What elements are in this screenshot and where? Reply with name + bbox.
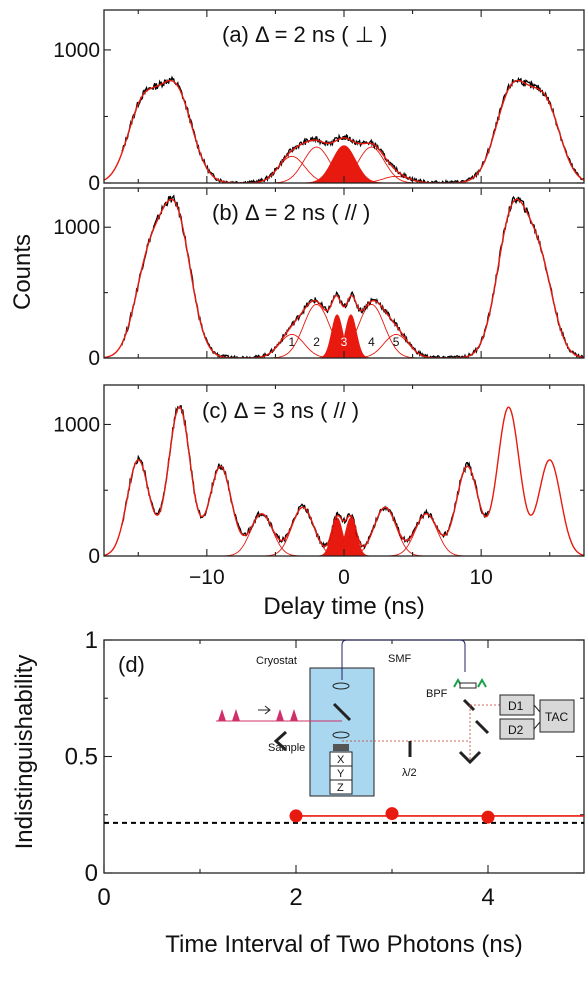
- laser-pulses: [218, 709, 298, 721]
- x-tick-label: 0: [97, 884, 110, 911]
- lens-bottom: [332, 731, 350, 739]
- y-tick-label: 0.5: [65, 744, 98, 771]
- panel-d-plot: [104, 807, 584, 824]
- sample-label: Sample: [268, 742, 305, 754]
- y-axis-label-counts: Counts: [9, 234, 36, 310]
- x-tick-label: 2: [289, 884, 302, 911]
- stage-x-label: X: [337, 754, 345, 766]
- x-tick-label: −10: [189, 566, 225, 589]
- panel-b-axes: 0 1000: [53, 188, 584, 370]
- peak-label-1: 1: [289, 335, 296, 349]
- y-tick-label: 1000: [53, 413, 100, 436]
- stage-y-label: Y: [337, 768, 345, 780]
- data-point: [481, 810, 495, 824]
- wire-d2: [533, 721, 541, 730]
- panel-a-axes: 0 1000: [53, 10, 584, 195]
- data-point: [289, 809, 303, 823]
- bpf-arrow-right-icon: [477, 677, 487, 688]
- panel-d: (d) 0 0.5 1 0 2 4 Cryostat SMF Sample X Y Z: [65, 627, 585, 911]
- fit-sum-line: [104, 406, 584, 556]
- peak-label-3: 3: [341, 335, 348, 349]
- data-point: [385, 807, 399, 821]
- bpf-filter: [459, 682, 477, 689]
- panel-c: (c) Δ = 3 ns ( // ) 0 1000 −10 0 10: [53, 384, 585, 589]
- lens-top: [332, 682, 350, 690]
- panel-c-axes: 0 1000 −10 0 10: [53, 385, 584, 589]
- peak-label-4: 4: [368, 335, 375, 349]
- halfwave-label: λ/2: [402, 767, 417, 779]
- x-tick-label: 4: [481, 884, 494, 911]
- beamsplitter: [332, 702, 352, 722]
- mirror-left: [273, 730, 288, 752]
- bpf-label: BPF: [426, 688, 448, 700]
- y-tick-label: 0: [88, 545, 100, 568]
- stage-z: [329, 779, 353, 795]
- fit-component-8: [319, 303, 424, 358]
- mirror-bottom: [458, 750, 482, 765]
- y-tick-label: 0: [88, 347, 100, 370]
- tac-box: [539, 699, 575, 733]
- peak-label-2: 2: [313, 335, 320, 349]
- panel-a: (a) Δ = 2 ns ( ⊥ ) 0 1000: [53, 9, 585, 195]
- fit-sum-line: [104, 79, 584, 183]
- y-tick-label: 0: [85, 860, 98, 887]
- measured-counts-line: [121, 405, 490, 550]
- setup-inset: Cryostat SMF Sample X Y Z λ/2 BPF: [216, 639, 575, 797]
- y-axis-label-indistinguishability: Indistinguishability: [11, 655, 38, 850]
- arrow-icon: [258, 705, 271, 715]
- x-tick-label: 0: [338, 566, 350, 589]
- panel-d-axes: 0 0.5 1 0 2 4: [65, 627, 584, 911]
- fit-sum-line: [104, 198, 584, 358]
- y-tick-label: 1: [85, 627, 98, 654]
- panel-d-title: (d): [118, 652, 145, 677]
- bs-second: [474, 719, 490, 735]
- stage-z-label: Z: [337, 782, 344, 794]
- x-axis-label-delay: Delay time (ns): [263, 593, 424, 620]
- bs-detector: [462, 698, 476, 712]
- sample-chip: [333, 744, 349, 751]
- fit-component-5: [264, 303, 369, 358]
- panel-b-peak-labels: 1 2 3 4 5: [289, 335, 400, 349]
- y-tick-label: 1000: [53, 216, 100, 239]
- fit-component-5: [264, 146, 369, 183]
- x-tick-label: 10: [469, 566, 492, 589]
- panel-b-title: (b) Δ = 2 ns ( // ): [212, 200, 370, 225]
- d2-label: D2: [508, 723, 524, 737]
- fit-component-7: [319, 146, 424, 183]
- panel-c-title: (c) Δ = 3 ns ( // ): [202, 398, 359, 423]
- panel-a-plot: [104, 75, 584, 183]
- filled-peak-6: [297, 145, 391, 183]
- panel-b: (b) Δ = 2 ns ( // ) 0 1000 1 2 3 4 5: [53, 187, 585, 370]
- smf-fiber: [341, 639, 466, 680]
- tac-label: TAC: [545, 710, 568, 724]
- smf-label: SMF: [388, 653, 412, 665]
- wire-d1: [533, 704, 541, 713]
- cryostat-label: Cryostat: [256, 655, 297, 667]
- y-tick-label: 1000: [53, 39, 100, 62]
- y-tick-label: 0: [88, 172, 100, 195]
- panel-c-plot: [104, 405, 584, 556]
- panel-a-title: (a) Δ = 2 ns ( ⊥ ): [222, 22, 387, 47]
- peak-label-5: 5: [393, 335, 400, 349]
- x-axis-label-interval: Time Interval of Two Photons (ns): [165, 931, 522, 958]
- d1-label: D1: [508, 699, 524, 713]
- panel-b-plot: [104, 194, 584, 358]
